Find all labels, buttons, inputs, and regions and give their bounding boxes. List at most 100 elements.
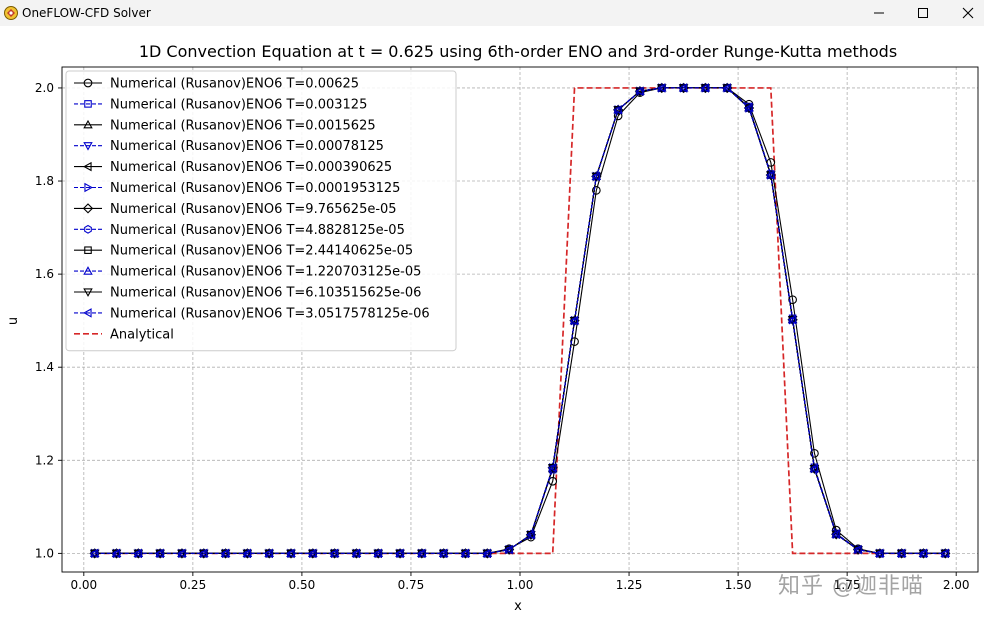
close-button[interactable] [945, 0, 984, 26]
minimize-button[interactable] [856, 0, 902, 26]
x-tick-label: 2.00 [943, 578, 970, 592]
data-point [766, 171, 776, 180]
data-point [373, 548, 382, 559]
legend-label: Numerical (Rusanov)ENO6 T=0.0001953125 [110, 181, 400, 196]
data-point [547, 463, 557, 473]
legend-marker [83, 161, 92, 172]
chart-title: 1D Convection Equation at t = 0.625 usin… [139, 42, 897, 61]
data-point [874, 548, 884, 559]
data-point [787, 314, 797, 325]
legend-marker [84, 182, 93, 193]
data-point [853, 544, 862, 555]
y-tick-label: 1.0 [35, 546, 54, 560]
data-point [788, 295, 797, 305]
data-point [460, 548, 470, 559]
x-tick-label: 1.25 [616, 578, 643, 592]
legend-marker [83, 78, 93, 88]
legend-entry: Numerical (Rusanov)ENO6 T=6.103515625e-0… [74, 286, 421, 301]
legend-marker [83, 288, 93, 297]
data-point [853, 546, 863, 555]
data-point [286, 548, 295, 559]
legend-label: Numerical (Rusanov)ENO6 T=9.765625e-05 [110, 202, 397, 217]
maximize-icon [918, 8, 928, 18]
legend-entry: Numerical (Rusanov)ENO6 T=0.00625 [74, 77, 359, 92]
data-point [525, 530, 535, 540]
data-point [656, 83, 666, 93]
legend-marker [83, 142, 93, 151]
legend-marker [83, 308, 92, 318]
legend-entry: Numerical (Rusanov)ENO6 T=0.000390625 [74, 160, 392, 175]
x-tick-label: 0.00 [70, 578, 97, 592]
data-point [940, 548, 949, 559]
legend-label: Numerical (Rusanov)ENO6 T=3.0517578125e-… [110, 306, 430, 321]
data-point [810, 448, 819, 458]
legend-label: Analytical [110, 327, 174, 342]
x-tick-label: 1.50 [725, 578, 752, 592]
legend-marker [83, 266, 93, 275]
data-point [831, 530, 841, 540]
y-tick-label: 1.8 [35, 174, 54, 188]
maximize-button[interactable] [900, 0, 946, 26]
data-point [111, 548, 121, 559]
data-point [482, 548, 491, 559]
data-point [504, 546, 514, 555]
y-tick-label: 1.6 [35, 267, 54, 281]
legend-label: Numerical (Rusanov)ENO6 T=6.103515625e-0… [110, 286, 421, 301]
data-point [591, 172, 602, 182]
app-icon [4, 6, 18, 20]
data-point [809, 463, 819, 474]
x-axis-label: x [514, 599, 522, 614]
data-point [570, 337, 579, 346]
data-point [613, 106, 623, 115]
data-point [242, 548, 251, 559]
window-title: OneFLOW-CFD Solver [22, 6, 151, 20]
data-point [613, 105, 622, 115]
data-point [198, 548, 208, 559]
data-point [765, 170, 775, 180]
data-point [591, 171, 600, 182]
data-point [744, 104, 754, 113]
data-point [416, 548, 426, 559]
x-tick-label: 1.75 [834, 578, 861, 592]
data-point [787, 316, 798, 325]
legend: Numerical (Rusanov)ENO6 T=0.00625 Numeric… [65, 70, 457, 352]
y-axis-label: u [6, 317, 21, 325]
legend-label: Numerical (Rusanov)ENO6 T=2.44140625e-05 [110, 244, 413, 259]
data-point [744, 103, 753, 113]
y-axis-ticks: 1.0 1.2 1.4 1.6 1.8 2.0 [35, 81, 62, 560]
legend-entry: Numerical (Rusanov)ENO6 T=0.00078125 [74, 139, 384, 154]
legend-marker [84, 100, 92, 108]
y-tick-label: 1.4 [35, 360, 54, 374]
legend-label: Numerical (Rusanov)ENO6 T=0.000390625 [110, 160, 392, 175]
data-point [722, 83, 731, 93]
data-point [177, 548, 186, 559]
y-tick-label: 1.2 [35, 453, 54, 467]
series-11 [89, 83, 949, 559]
legend-entry: Numerical (Rusanov)ENO6 T=2.44140625e-05 [74, 244, 413, 259]
data-point [351, 548, 361, 559]
data-point [591, 185, 601, 195]
legend-entry: Numerical (Rusanov)ENO6 T=1.220703125e-0… [74, 265, 421, 280]
close-icon [962, 7, 974, 19]
legend-entry: Numerical (Rusanov)ENO6 T=0.0015625 [74, 118, 376, 133]
legend-entry: Numerical (Rusanov)ENO6 T=4.8828125e-05 [74, 223, 405, 238]
chart-canvas: 1D Convection Equation at t = 0.625 usin… [6, 42, 979, 614]
legend-label: Numerical (Rusanov)ENO6 T=4.8828125e-05 [110, 223, 405, 238]
data-point [526, 531, 536, 540]
data-point [896, 548, 906, 559]
x-tick-label: 0.50 [289, 578, 316, 592]
x-tick-label: 0.25 [179, 578, 206, 592]
legend-entry: Analytical [74, 327, 174, 342]
legend-entry: Numerical (Rusanov)ENO6 T=3.0517578125e-… [74, 306, 430, 321]
plot-frame [61, 66, 979, 573]
legend-label: Numerical (Rusanov)ENO6 T=0.003125 [110, 97, 367, 112]
data-point [395, 548, 404, 559]
data-point [329, 548, 339, 559]
data-point [264, 548, 273, 559]
data-point [133, 548, 142, 559]
legend-label: Numerical (Rusanov)ENO6 T=0.0015625 [110, 118, 376, 133]
legend-marker [84, 246, 92, 254]
legend-box [65, 70, 457, 352]
legend-entry: Numerical (Rusanov)ENO6 T=9.765625e-05 [74, 202, 397, 217]
series-line [94, 87, 946, 554]
